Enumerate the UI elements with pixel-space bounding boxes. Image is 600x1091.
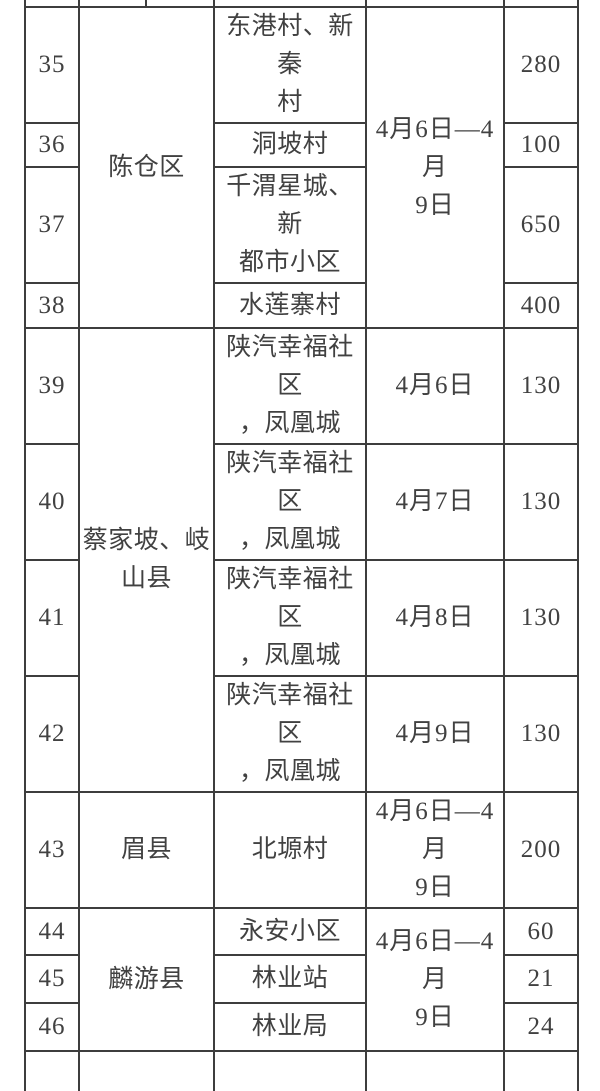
row-number-cell: 38 (24, 282, 80, 329)
count-cell: 60 (503, 907, 579, 956)
village-cell: 林业站 (213, 954, 367, 1004)
village-cell: 陕汽幸福社区 ，凤凰城 (213, 443, 367, 561)
partial-cell (365, 1050, 505, 1091)
count-cell: 130 (503, 675, 579, 793)
table-row-36: 36 洞坡村 100 (24, 122, 579, 168)
date-cell: 4月8日 (365, 559, 505, 677)
table-row-44: 44 麟游县 永安小区 4月6日—4月 9日 60 (24, 907, 579, 1052)
row-number-cell: 44 (24, 907, 80, 956)
partial-row-top (24, 0, 579, 8)
row-number-cell: 40 (24, 443, 80, 561)
date-cell: 4月7日 (365, 443, 505, 561)
partial-cell (503, 0, 579, 8)
date-cell: 4月6日—4月 9日 (365, 791, 505, 909)
village-cell: 水莲寨村 (213, 282, 367, 329)
count-cell: 130 (503, 443, 579, 561)
row-number-cell: 37 (24, 166, 80, 284)
partial-cell (78, 0, 147, 8)
partial-cell (145, 0, 215, 8)
row-number-cell: 41 (24, 559, 80, 677)
table-row-42: 42 陕汽幸福社区 ，凤凰城 4月9日 130 (24, 675, 579, 793)
count-cell: 280 (503, 6, 579, 124)
row-number-cell: 43 (24, 791, 80, 909)
partial-cell (213, 0, 367, 8)
partial-cell (78, 1050, 215, 1091)
table-row-38: 38 水莲寨村 400 (24, 282, 579, 329)
table-row-35: 35 陈仓区 东港村、新秦 村 4月6日—4月 9日 280 (24, 6, 579, 329)
village-cell: 陕汽幸福社区 ，凤凰城 (213, 559, 367, 677)
village-cell: 林业局 (213, 1002, 367, 1052)
count-cell: 100 (503, 122, 579, 168)
document-page: { "colors": { "border": "#3d3d3d", "text… (24, 0, 579, 1091)
count-cell: 130 (503, 327, 579, 445)
table-row-41: 41 陕汽幸福社区 ，凤凰城 4月8日 130 (24, 559, 579, 677)
row-number-cell: 42 (24, 675, 80, 793)
village-cell: 陕汽幸福社区 ，凤凰城 (213, 327, 367, 445)
row-number-cell: 46 (24, 1002, 80, 1052)
date-cell: 4月6日 (365, 327, 505, 445)
count-cell: 24 (503, 1002, 579, 1052)
date-cell: 4月6日—4月 9日 (365, 907, 505, 1052)
partial-row-bottom (24, 1050, 579, 1091)
village-cell: 陕汽幸福社区 ，凤凰城 (213, 675, 367, 793)
date-cell: 4月6日—4月 9日 (365, 6, 505, 329)
row-number-cell: 45 (24, 954, 80, 1004)
partial-cell (365, 0, 505, 8)
count-cell: 400 (503, 282, 579, 329)
district-cell-chencang: 陈仓区 (78, 6, 215, 329)
count-cell: 21 (503, 954, 579, 1004)
partial-cell (213, 1050, 367, 1091)
row-number-cell: 36 (24, 122, 80, 168)
district-cell-meixian: 眉县 (78, 791, 215, 909)
village-cell: 东港村、新秦 村 (213, 6, 367, 124)
table-row-43: 43 眉县 北塬村 4月6日—4月 9日 200 (24, 791, 579, 909)
partial-cell (503, 1050, 579, 1091)
village-cell: 北塬村 (213, 791, 367, 909)
village-cell: 洞坡村 (213, 122, 367, 168)
village-cell: 永安小区 (213, 907, 367, 956)
table-row-39: 39 蔡家坡、岐 山县 陕汽幸福社区 ，凤凰城 4月6日 130 (24, 327, 579, 793)
count-cell: 200 (503, 791, 579, 909)
count-cell: 650 (503, 166, 579, 284)
district-cell-linyou: 麟游县 (78, 907, 215, 1052)
date-cell: 4月9日 (365, 675, 505, 793)
partial-cell (24, 0, 80, 8)
count-cell: 130 (503, 559, 579, 677)
district-cell-caijiapo-qishan: 蔡家坡、岐 山县 (78, 327, 215, 793)
table-row-37: 37 千渭星城、新 都市小区 650 (24, 166, 579, 284)
table-row-40: 40 陕汽幸福社区 ，凤凰城 4月7日 130 (24, 443, 579, 561)
partial-cell (24, 1050, 80, 1091)
village-cell: 千渭星城、新 都市小区 (213, 166, 367, 284)
row-number-cell: 39 (24, 327, 80, 445)
row-number-cell: 35 (24, 6, 80, 124)
schedule-table: 35 陈仓区 东港村、新秦 村 4月6日—4月 9日 280 36 洞坡村 10… (24, 0, 579, 1091)
